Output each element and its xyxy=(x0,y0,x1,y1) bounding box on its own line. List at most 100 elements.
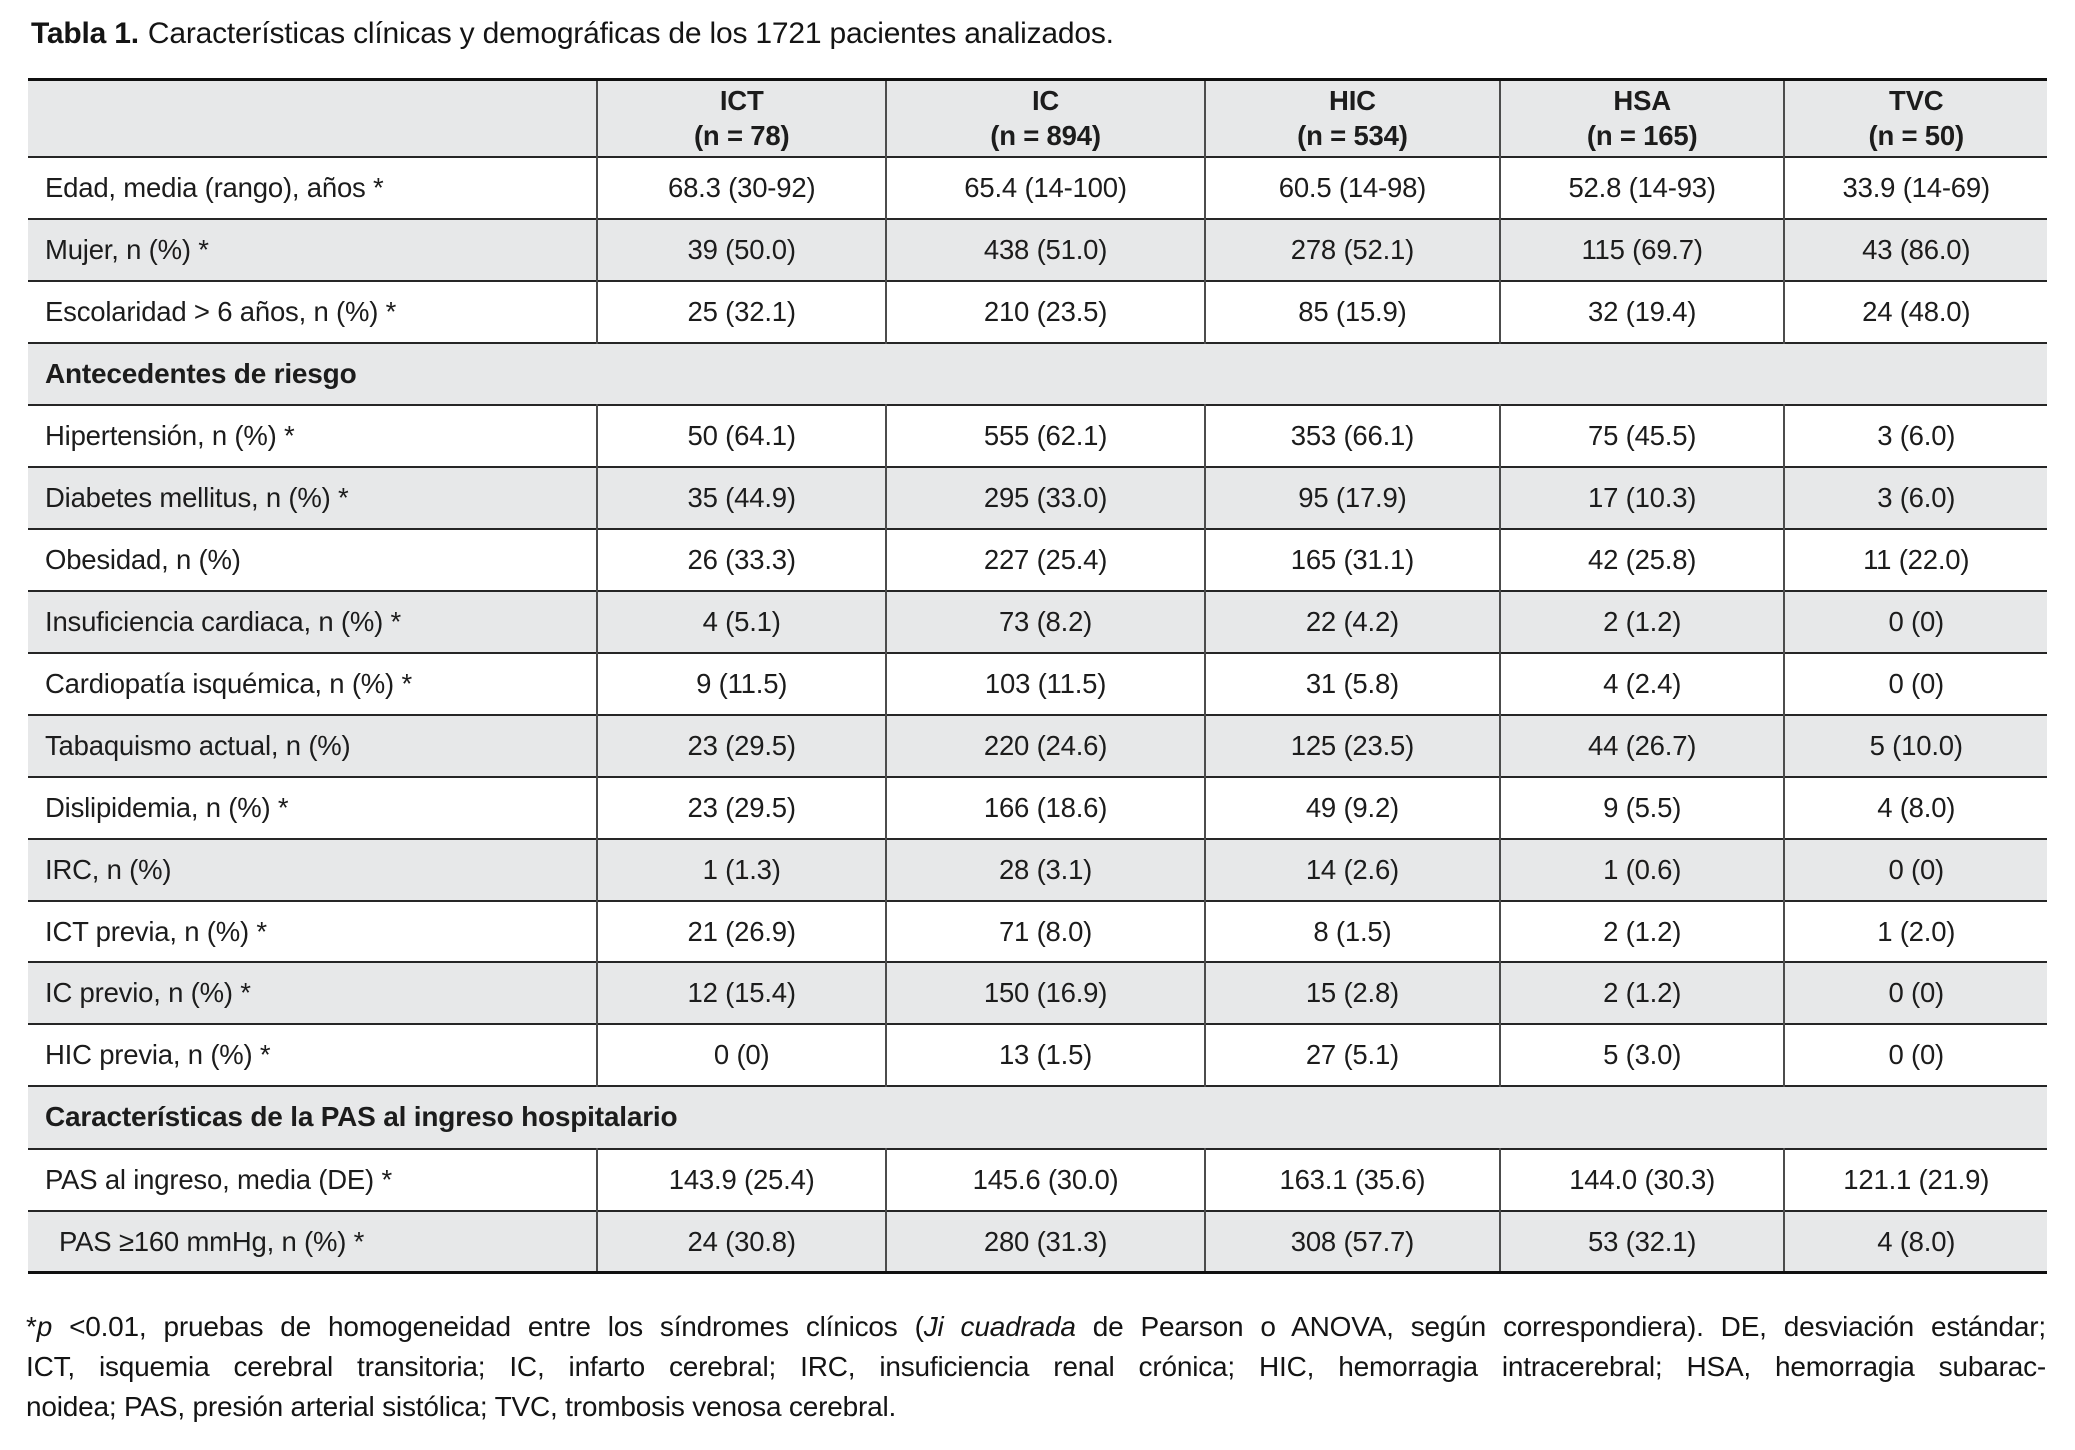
column-abbreviation: TVC xyxy=(1889,85,1944,116)
table-caption-text: Características clínicas y demográficas … xyxy=(147,17,1114,50)
cell-value: 0 (0) xyxy=(596,1024,887,1087)
cell-value: 4 (2.4) xyxy=(1498,652,1785,715)
cell-value: 12 (15.4) xyxy=(596,962,887,1025)
table-header: ICT (n = 78) IC (n = 894) HIC (n = 534) HSA (n … xyxy=(28,79,2047,158)
cell-value: 75 (45.5) xyxy=(1498,405,1785,468)
column-sample-size: (n = 78) xyxy=(693,119,790,151)
cell-value: 150 (16.9) xyxy=(885,962,1206,1025)
cell-value: 1 (0.6) xyxy=(1498,838,1785,901)
cell-value: 145.6 (30.0) xyxy=(885,1148,1206,1211)
cell-value: 13 (1.5) xyxy=(885,1024,1206,1087)
cell-value: 42 (25.8) xyxy=(1498,529,1785,592)
cell-value: 2 (1.2) xyxy=(1498,591,1785,653)
row-label: Escolaridad > 6 años, n (%) * xyxy=(45,296,397,328)
cell-value: 71 (8.0) xyxy=(885,900,1206,963)
table-row: Edad, media (rango), años * 68.3 (30-92) 6… xyxy=(28,157,2047,220)
cell-value: 25 (32.1) xyxy=(596,281,887,343)
cell-value: 4 (5.1) xyxy=(596,591,887,653)
row-label: ICT previa, n (%) * xyxy=(45,915,267,947)
cell-value: 0 (0) xyxy=(1783,962,2047,1025)
table-row: PAS ≥160 mmHg, n (%) * 24 (30.8) 280 (31.3… xyxy=(28,1210,2047,1273)
cell-value: 50 (64.1) xyxy=(596,405,887,468)
cell-value: 24 (30.8) xyxy=(596,1210,887,1273)
cell-value: 35 (44.9) xyxy=(596,467,887,530)
cell-value: 165 (31.1) xyxy=(1204,529,1500,592)
section-row: Características de la PAS al ingreso hos… xyxy=(28,1086,2047,1149)
cell-value: 53 (32.1) xyxy=(1498,1210,1785,1273)
cell-value: 220 (24.6) xyxy=(885,714,1206,777)
cell-value: 3 (6.0) xyxy=(1783,467,2047,530)
cell-value: 33.9 (14-69) xyxy=(1783,157,2047,220)
cell-value: 14 (2.6) xyxy=(1204,838,1500,901)
table-row: ICT previa, n (%) * 21 (26.9) 71 (8.0) 8 (1… xyxy=(28,900,2047,963)
column-abbreviation: ICT xyxy=(719,85,764,116)
table-caption: Tabla 1. Características clínicas y demog… xyxy=(31,17,2047,51)
row-label: Cardiopatía isquémica, n (%) * xyxy=(45,667,412,699)
column-sample-size: (n = 894) xyxy=(990,119,1101,151)
cell-value: 2 (1.2) xyxy=(1498,962,1785,1025)
cell-value: 26 (33.3) xyxy=(596,529,887,592)
column-header: ICT (n = 78) xyxy=(596,79,887,158)
cell-value: 210 (23.5) xyxy=(885,281,1206,343)
cell-value: 1 (1.3) xyxy=(596,838,887,901)
table-row: Dislipidemia, n (%) * 23 (29.5) 166 (18.6)… xyxy=(28,776,2047,839)
cell-value: 115 (69.7) xyxy=(1498,219,1785,282)
cell-value: 143.9 (25.4) xyxy=(596,1148,887,1211)
cell-value: 5 (10.0) xyxy=(1783,714,2047,777)
table-row: Diabetes mellitus, n (%) * 35 (44.9) 295 (… xyxy=(28,467,2047,530)
row-label: Mujer, n (%) * xyxy=(28,219,598,282)
cell-value: 227 (25.4) xyxy=(885,529,1206,592)
cell-value: 8 (1.5) xyxy=(1204,900,1500,963)
cell-value: 0 (0) xyxy=(1783,652,2047,715)
cell-value: 0 (0) xyxy=(1783,591,2047,653)
cell-value: 9 (11.5) xyxy=(596,652,887,715)
row-label: Insuficiencia cardiaca, n (%) * xyxy=(28,591,598,653)
cell-value: 9 (5.5) xyxy=(1498,776,1785,839)
table-body: Edad, media (rango), años * 68.3 (30-92) 6… xyxy=(28,157,2047,1273)
table-row: Obesidad, n (%) 26 (33.3) 227 (25.4) 165 (3… xyxy=(28,529,2047,592)
cell-value: 49 (9.2) xyxy=(1204,776,1500,839)
table-row: Escolaridad > 6 años, n (%) * 25 (32.1) 21… xyxy=(28,281,2047,343)
cell-value: 103 (11.5) xyxy=(885,652,1206,715)
section-header-label: Antecedentes de riesgo xyxy=(28,342,2047,406)
cell-value: 4 (8.0) xyxy=(1783,776,2047,839)
cell-value: 438 (51.0) xyxy=(885,219,1206,282)
table-row: Tabaquismo actual, n (%) 23 (29.5) 220 (24… xyxy=(28,714,2047,777)
footnote-italic-text: p xyxy=(36,1311,53,1343)
footnote-text: ICT, isquemia cerebral transitoria; IC, … xyxy=(26,1351,2046,1383)
cell-value: 68.3 (30-92) xyxy=(596,157,887,220)
cell-value: 125 (23.5) xyxy=(1204,714,1500,777)
table-row: IC previo, n (%) * 12 (15.4) 150 (16.9) 15 … xyxy=(28,962,2047,1025)
column-header: IC (n = 894) xyxy=(885,79,1206,158)
cell-value: 5 (3.0) xyxy=(1498,1024,1785,1087)
cell-value: 73 (8.2) xyxy=(885,591,1206,653)
cell-value: 11 (22.0) xyxy=(1783,529,2047,592)
cell-value: 0 (0) xyxy=(1783,838,2047,901)
column-sample-size: (n = 534) xyxy=(1297,119,1408,151)
cell-value: 353 (66.1) xyxy=(1204,405,1500,468)
cell-value: 121.1 (21.9) xyxy=(1783,1148,2047,1211)
cell-value: 17 (10.3) xyxy=(1498,467,1785,530)
footnote-text: <0.01, pruebas de homogeneidad entre los… xyxy=(52,1311,924,1343)
cell-value: 555 (62.1) xyxy=(885,405,1206,468)
cell-value: 65.4 (14-100) xyxy=(885,157,1206,220)
cell-value: 308 (57.7) xyxy=(1204,1210,1500,1273)
cell-value: 24 (48.0) xyxy=(1783,281,2047,343)
cell-value: 39 (50.0) xyxy=(596,219,887,282)
cell-value: 60.5 (14-98) xyxy=(1204,157,1500,220)
cell-value: 2 (1.2) xyxy=(1498,900,1785,963)
footnote-line: noidea; PAS, presión arterial sistólica;… xyxy=(26,1387,2046,1427)
row-label: Edad, media (rango), años * xyxy=(45,172,384,204)
header-row: ICT (n = 78) IC (n = 894) HIC (n = 534) HSA (n … xyxy=(28,79,2047,158)
table-row: HIC previa, n (%) * 0 (0) 13 (1.5) 27 (5.1)… xyxy=(28,1024,2047,1087)
row-label: Hipertensión, n (%) * xyxy=(45,420,295,452)
cell-value: 27 (5.1) xyxy=(1204,1024,1500,1087)
cell-value: 21 (26.9) xyxy=(596,900,887,963)
footnote-text: * xyxy=(26,1311,37,1343)
section-row: Antecedentes de riesgo xyxy=(28,342,2047,406)
cell-value: 43 (86.0) xyxy=(1783,219,2047,282)
cell-value: 278 (52.1) xyxy=(1204,219,1500,282)
cell-value: 0 (0) xyxy=(1783,1024,2047,1087)
cell-value: 32 (19.4) xyxy=(1498,281,1785,343)
